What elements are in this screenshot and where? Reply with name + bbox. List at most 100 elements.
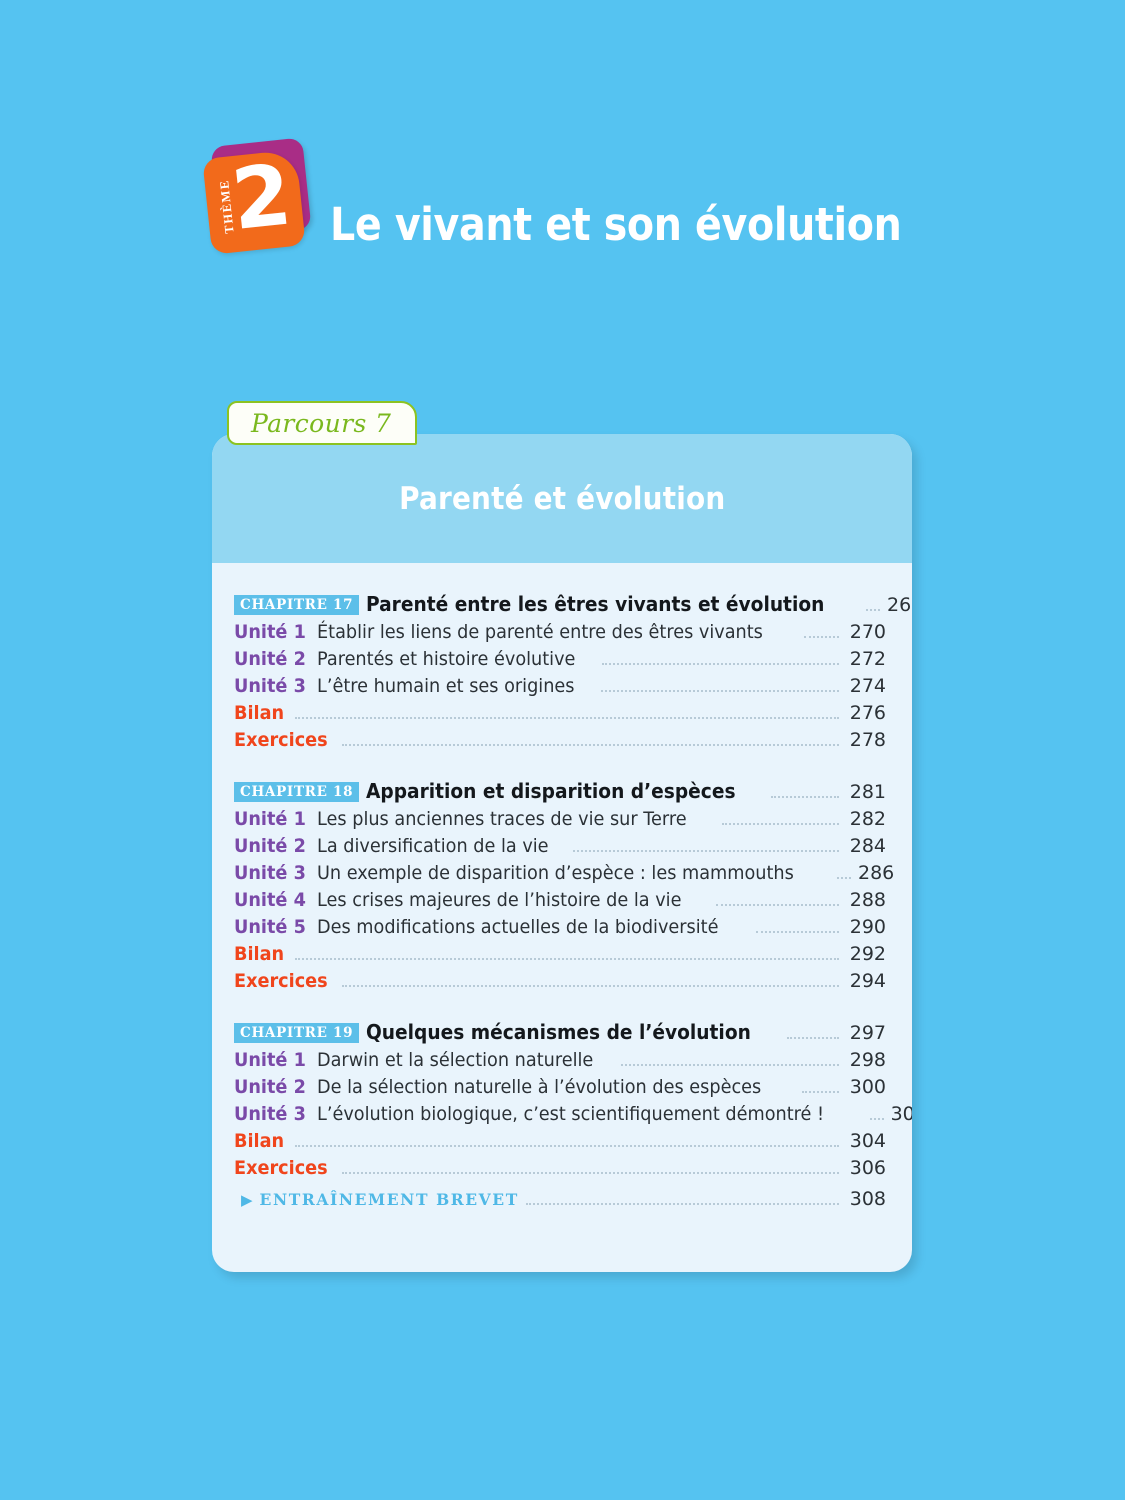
- unit-row[interactable]: Unité 3 Un exemple de disparition d’espèc…: [234, 861, 894, 886]
- unit-row[interactable]: Unité 2 La diversification de la vie 284: [234, 834, 886, 859]
- card-title: Parenté et évolution: [398, 480, 726, 517]
- unit-row[interactable]: Unité 1 Les plus anciennes traces de vie …: [234, 807, 886, 832]
- unit-row[interactable]: Unité 3 L’être humain et ses origines 274: [234, 674, 886, 699]
- dot-leader: [721, 822, 839, 825]
- dot-leader: [787, 1036, 839, 1039]
- chapter-heading-row[interactable]: CHAPITRE 17 Parenté entre les êtres vivan…: [234, 592, 912, 618]
- dot-leader: [716, 903, 839, 906]
- row-label: Unité 3 L’évolution biologique, c’est sci…: [234, 1102, 863, 1127]
- unit-number: Unité 3: [234, 862, 306, 884]
- chapter-badge: CHAPITRE 19: [234, 1023, 360, 1043]
- page-number: 297: [849, 1022, 886, 1044]
- dot-leader: [341, 743, 839, 746]
- page-number: 274: [849, 675, 886, 697]
- table-of-contents: CHAPITRE 17 Parenté entre les êtres vivan…: [212, 563, 912, 1212]
- unit-number: Unité 3: [234, 675, 306, 697]
- unit-number: Unité 1: [234, 621, 306, 643]
- page-number: 306: [849, 1157, 886, 1179]
- unit-row[interactable]: Unité 1 Établir les liens de parenté entr…: [234, 620, 886, 645]
- unit-title: Parentés et histoire évolutive: [317, 648, 576, 670]
- unit-title: Un exemple de disparition d’espèce : les…: [317, 862, 795, 884]
- dot-leader: [803, 635, 839, 638]
- section-row[interactable]: Exercices 278: [234, 728, 886, 753]
- chapter-title: Apparition et disparition d’espèces: [366, 779, 736, 803]
- row-label: Unité 2 Parentés et histoire évolutive: [234, 647, 595, 672]
- unit-number: Unité 4: [234, 889, 306, 911]
- dot-leader: [294, 957, 839, 960]
- theme-header: THÈME 2 Le vivant et son évolution: [202, 137, 965, 275]
- chapter-title: Parenté entre les êtres vivants et évolu…: [366, 592, 825, 616]
- unit-row[interactable]: Unité 4 Les crises majeures de l’histoire…: [234, 888, 886, 913]
- row-label: Unité 3 Un exemple de disparition d’espèc…: [234, 861, 830, 886]
- section-title: Bilan: [234, 943, 285, 965]
- dot-leader: [341, 984, 839, 987]
- section-title: Exercices: [234, 1157, 328, 1179]
- page-number: 300: [849, 1076, 886, 1098]
- unit-row[interactable]: Unité 1 Darwin et la sélection naturelle 2…: [234, 1048, 886, 1073]
- row-label: Unité 1 Établir les liens de parenté entr…: [234, 620, 797, 645]
- unit-title: De la sélection naturelle à l’évolution …: [317, 1076, 762, 1098]
- section-row[interactable]: Bilan 304: [234, 1129, 886, 1154]
- unit-number: Unité 2: [234, 835, 306, 857]
- row-label: Unité 3 L’être humain et ses origines: [234, 674, 594, 699]
- parcours-tab[interactable]: Parcours 7: [227, 401, 418, 445]
- chapter-badge: CHAPITRE 18: [234, 782, 360, 802]
- chapter-badge: CHAPITRE 17: [234, 595, 360, 615]
- unit-number: Unité 5: [234, 916, 306, 938]
- chapter-heading-row[interactable]: CHAPITRE 18 Apparition et disparition d’e…: [234, 779, 886, 805]
- chapter-heading-row[interactable]: CHAPITRE 19 Quelques mécanismes de l’évol…: [234, 1020, 886, 1046]
- chapter-heading-label: CHAPITRE 19 Quelques mécanismes de l’évol…: [234, 1020, 780, 1045]
- theme-title: Le vivant et son évolution: [330, 198, 902, 251]
- section-title: Bilan: [234, 1130, 285, 1152]
- unit-number: Unité 2: [234, 1076, 306, 1098]
- dot-leader: [573, 849, 839, 852]
- theme-badge: THÈME 2: [202, 137, 317, 258]
- chapter-heading-label: CHAPITRE 18 Apparition et disparition d’e…: [234, 779, 764, 804]
- row-label: Unité 1 Les plus anciennes traces de vie …: [234, 807, 715, 832]
- brevet-row[interactable]: ▶ ENTRAÎNEMENT BREVET 308: [234, 1187, 886, 1212]
- page-number: 302: [890, 1103, 912, 1125]
- section-row[interactable]: Exercices 294: [234, 969, 886, 994]
- dot-leader: [755, 930, 839, 933]
- unit-row[interactable]: Unité 5 Des modifications actuelles de la…: [234, 915, 886, 940]
- unit-title: L’être humain et ses origines: [317, 675, 575, 697]
- theme-badge-number: 2: [227, 145, 296, 249]
- theme-badge-front-shape: THÈME 2: [202, 145, 306, 255]
- page-number: 304: [849, 1130, 886, 1152]
- dot-leader: [801, 1090, 839, 1093]
- brevet-label-wrap: ▶ ENTRAÎNEMENT BREVET: [241, 1187, 519, 1212]
- brevet-label: ENTRAÎNEMENT BREVET: [259, 1190, 519, 1209]
- dot-leader: [621, 1063, 839, 1066]
- row-label: Bilan: [234, 1129, 288, 1154]
- unit-row[interactable]: Unité 2 Parentés et histoire évolutive 272: [234, 647, 886, 672]
- row-label: Bilan: [234, 701, 288, 726]
- unit-number: Unité 3: [234, 1103, 306, 1125]
- dot-leader: [837, 876, 851, 879]
- unit-number: Unité 1: [234, 1049, 306, 1071]
- dot-leader: [341, 1171, 839, 1174]
- page-number: 288: [849, 889, 886, 911]
- section-title: Exercices: [234, 970, 328, 992]
- parcours-tab-label: Parcours 7: [251, 408, 392, 438]
- dot-leader: [866, 608, 881, 611]
- section-row[interactable]: Bilan 292: [234, 942, 886, 967]
- page-number: 276: [849, 702, 886, 724]
- row-label: Unité 4 Les crises majeures de l’histoire…: [234, 888, 709, 913]
- unit-number: Unité 1: [234, 808, 306, 830]
- section-row[interactable]: Bilan 276: [234, 701, 886, 726]
- row-label: Unité 1 Darwin et la sélection naturelle: [234, 1048, 614, 1073]
- dot-leader: [869, 1117, 884, 1120]
- chapter-title: Quelques mécanismes de l’évolution: [366, 1020, 752, 1044]
- unit-row[interactable]: Unité 3 L’évolution biologique, c’est sci…: [234, 1102, 912, 1127]
- page-number: 290: [849, 916, 886, 938]
- chapter-block: CHAPITRE 18 Apparition et disparition d’e…: [234, 779, 894, 994]
- unit-row[interactable]: Unité 2 De la sélection naturelle à l’évo…: [234, 1075, 886, 1100]
- dot-leader: [294, 716, 839, 719]
- page-number: 270: [849, 621, 886, 643]
- row-label: Unité 5 Des modifications actuelles de la…: [234, 915, 749, 940]
- row-label: Bilan: [234, 942, 288, 967]
- page-number: 278: [849, 729, 886, 751]
- unit-title: L’évolution biologique, c’est scientifiq…: [317, 1103, 825, 1125]
- section-row[interactable]: Exercices 306: [234, 1156, 886, 1181]
- page-number: 308: [849, 1188, 886, 1210]
